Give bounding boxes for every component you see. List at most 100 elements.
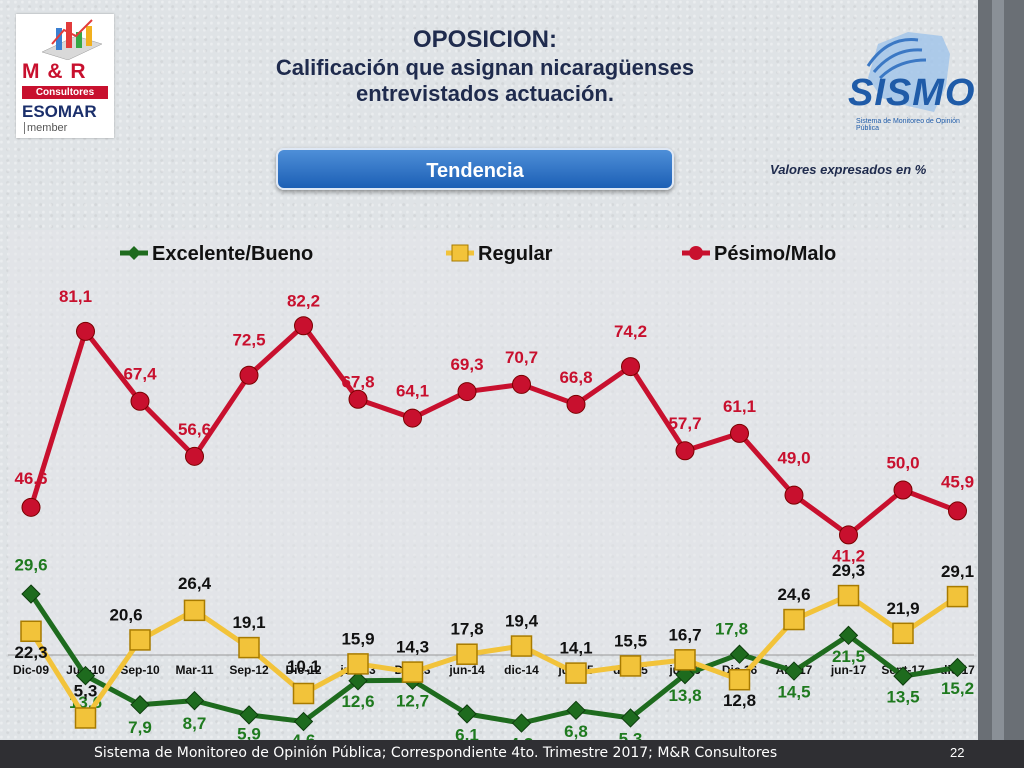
point-regular: [674, 649, 696, 671]
sismo-logo-text: SISMO: [848, 72, 976, 114]
data-label-excelente-bueno: 6,1: [455, 725, 479, 740]
data-label-excelente-bueno: 12,7: [396, 692, 429, 711]
point-pesimo-malo: [893, 480, 913, 500]
data-label-regular: 15,5: [614, 631, 647, 650]
data-label-pesimo-malo: 67,4: [123, 365, 157, 384]
point-excelente-bueno: [947, 657, 968, 678]
data-label-pesimo-malo: 69,3: [450, 355, 483, 374]
point-pesimo-malo: [130, 391, 150, 411]
data-label-regular: 17,8: [450, 620, 483, 639]
legend-marker-excelente-bueno: [127, 246, 141, 260]
data-label-regular: 21,9: [886, 599, 919, 618]
data-label-pesimo-malo: 74,2: [614, 322, 647, 341]
point-pesimo-malo: [566, 394, 586, 414]
right-bar-inner: [992, 0, 1004, 740]
point-regular: [946, 585, 969, 608]
member-logo-text: member: [24, 122, 67, 134]
data-label-excelente-bueno: 13,5: [886, 688, 919, 707]
legend-label-excelente-bueno: Excelente/Bueno: [152, 243, 313, 265]
title-line-2: Calificación que asignan nicaragüenses: [275, 55, 695, 80]
sismo-logo: SISMO Sistema de Monitoreo de Opinión Pú…: [838, 26, 974, 132]
data-label-pesimo-malo: 41,2: [832, 546, 865, 565]
point-excelente-bueno: [348, 671, 368, 691]
data-label-regular: 22,3: [14, 643, 47, 662]
plot-area: [8, 230, 974, 655]
data-label-pesimo-malo: 57,7: [668, 414, 701, 433]
data-label-excelente-bueno: 8,7: [183, 714, 207, 733]
point-pesimo-malo: [948, 501, 967, 521]
data-label-regular: 14,3: [396, 638, 429, 657]
point-excelente-bueno: [130, 695, 150, 715]
data-label-excelente-bueno: 7,9: [128, 718, 152, 737]
nicaragua-map-icon: [866, 32, 950, 112]
data-label-pesimo-malo: 50,0: [886, 453, 919, 472]
data-label-pesimo-malo: 70,7: [505, 348, 538, 367]
point-regular: [619, 655, 642, 677]
series-line-excelente-bueno: [28, 592, 958, 726]
point-pesimo-malo: [457, 382, 477, 402]
point-excelente-bueno: [239, 705, 259, 725]
right-decorative-bar: [978, 0, 1024, 740]
point-regular: [510, 635, 533, 657]
mr-esomar-logo: M & R Consultores ESOMAR member: [16, 14, 114, 138]
point-regular: [565, 662, 587, 684]
point-excelente-bueno: [784, 661, 804, 681]
legend-marker-regular: [451, 244, 469, 262]
point-regular: [783, 608, 805, 631]
title-line-3: entrevistados actuación.: [356, 81, 614, 106]
point-regular: [892, 622, 914, 645]
data-label-excelente-bueno: 29,6: [14, 556, 47, 575]
data-label-pesimo-malo: 61,1: [723, 397, 756, 416]
point-pesimo-malo: [21, 497, 41, 517]
data-label-regular: 14,1: [559, 639, 592, 658]
data-label-excelente-bueno: 4,6: [292, 731, 316, 740]
data-label-regular: 29,3: [832, 561, 865, 580]
data-label-regular: 16,7: [668, 625, 701, 644]
data-label-excelente-bueno: 14,5: [777, 683, 810, 702]
data-label-pesimo-malo: 72,5: [232, 331, 265, 350]
data-label-pesimo-malo: 46,6: [14, 469, 47, 488]
data-label-excelente-bueno: 6,8: [564, 722, 588, 740]
series-line-pesimo-malo: [28, 323, 959, 538]
data-label-pesimo-malo: 64,1: [396, 382, 429, 401]
point-pesimo-malo: [784, 485, 804, 505]
x-tick-label: Sep-12: [229, 663, 269, 677]
x-tick-label: Sep-10: [120, 663, 160, 677]
point-regular: [238, 636, 260, 659]
point-regular: [292, 682, 315, 705]
data-label-pesimo-malo: 49,0: [777, 449, 810, 468]
data-label-regular: 29,1: [941, 562, 974, 581]
point-excelente-bueno: [838, 625, 859, 646]
point-regular: [401, 661, 424, 683]
data-label-pesimo-malo: 56,6: [178, 420, 211, 439]
data-label-regular: 19,4: [505, 612, 539, 631]
x-tick-label: jun-14: [448, 663, 485, 677]
opinion-line-chart: Dic-09Jun-10Sep-10Mar-11Sep-12Dic-12jun-…: [8, 230, 976, 740]
point-regular: [456, 643, 478, 665]
data-label-excelente-bueno: 5,3: [619, 729, 643, 740]
data-label-regular: 10,1: [287, 657, 320, 676]
point-excelente-bueno: [457, 704, 477, 724]
data-label-pesimo-malo: 81,1: [59, 287, 92, 306]
point-excelente-bueno: [184, 690, 205, 711]
point-pesimo-malo: [621, 357, 640, 377]
x-tick-label: Dic-12: [285, 663, 321, 677]
point-excelente-bueno: [893, 666, 913, 686]
point-regular: [837, 584, 860, 607]
data-label-regular: 26,4: [178, 574, 212, 593]
point-regular: [20, 620, 42, 643]
point-regular: [129, 629, 151, 651]
data-label-regular: 5,3: [74, 681, 98, 700]
point-excelente-bueno: [511, 713, 532, 733]
point-regular: [183, 599, 206, 622]
x-tick-label: jun-17: [830, 663, 867, 677]
legend-label-pesimo-malo: Pésimo/Malo: [714, 243, 836, 265]
legend-label-regular: Regular: [478, 243, 553, 265]
point-pesimo-malo: [675, 441, 695, 461]
point-pesimo-malo: [839, 525, 858, 545]
data-label-pesimo-malo: 45,9: [941, 472, 974, 491]
x-tick-label: Dic-09: [13, 663, 49, 677]
point-regular: [347, 653, 369, 675]
point-excelente-bueno: [75, 665, 96, 686]
consultores-logo-text: Consultores: [22, 86, 108, 99]
